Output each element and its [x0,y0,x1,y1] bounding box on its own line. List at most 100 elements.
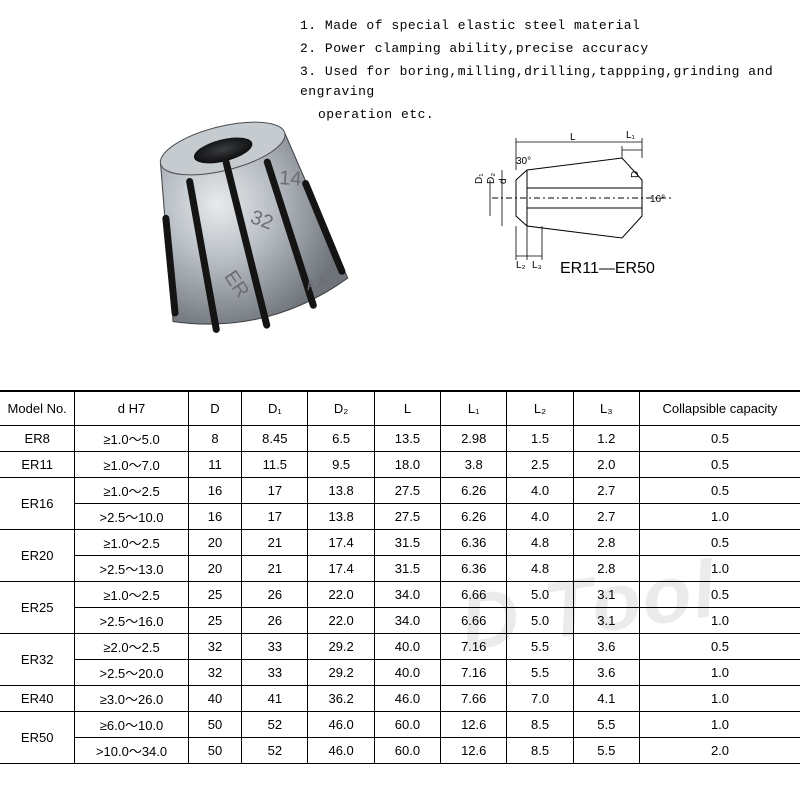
col-L3: L₃ [573,391,639,425]
cell: 50 [188,711,241,737]
cell: 33 [242,633,308,659]
cell: ≥3.0～26.0 [75,685,188,711]
cell: 5.0 [507,607,573,633]
cell: 6.26 [441,477,507,503]
cell: 2.7 [573,503,639,529]
cell: 7.66 [441,685,507,711]
cell: 2.5 [507,451,573,477]
feature-item: 3. Used for boring,milling,drilling,tapp… [300,62,780,104]
cell: 6.5 [308,425,374,451]
table-row: >2.5～13.0202117.431.56.364.82.81.0 [0,555,800,581]
cell: 5.0 [507,581,573,607]
table-row: ER32≥2.0～2.5323329.240.07.165.53.60.5 [0,633,800,659]
cell: 2.98 [441,425,507,451]
cell: 1.0 [639,607,800,633]
spec-table-container: Model No. d H7 D D₁ D₂ L L₁ L₂ L₃ Collap… [0,390,800,764]
cell: 12.6 [441,711,507,737]
cell: 2.8 [573,555,639,581]
cell: 12.6 [441,737,507,763]
table-row: ER50≥6.0～10.0505246.060.012.68.55.51.0 [0,711,800,737]
col-capacity: Collapsible capacity [639,391,800,425]
cell: 32 [188,633,241,659]
cell: 25 [188,607,241,633]
cell: 31.5 [374,555,440,581]
cell: 4.0 [507,477,573,503]
col-D: D [188,391,241,425]
cell: 1.0 [639,503,800,529]
cell: 3.6 [573,633,639,659]
cell: 41 [242,685,308,711]
cell: 40 [188,685,241,711]
dim-D2: D₂ [486,173,497,184]
cell: 1.0 [639,711,800,737]
cell: 7.0 [507,685,573,711]
cell: ≥2.0～2.5 [75,633,188,659]
cell: >2.5～10.0 [75,503,188,529]
product-photo: ER 32 14 A A [132,112,354,342]
cell: 52 [242,737,308,763]
cell: 32 [188,659,241,685]
dim-L1: L₁ [626,130,636,141]
cell: 3.1 [573,581,639,607]
cell: 4.8 [507,555,573,581]
cell: 13.8 [308,477,374,503]
cell: 46.0 [308,737,374,763]
cell: 21 [242,529,308,555]
cell: 22.0 [308,607,374,633]
table-header-row: Model No. d H7 D D₁ D₂ L L₁ L₂ L₃ Collap… [0,391,800,425]
dim-angle30: 30° [516,156,531,167]
cell: 11.5 [242,451,308,477]
cell: 2.7 [573,477,639,503]
feature-item: 2. Power clamping ability,precise accura… [300,39,780,60]
cell: 6.36 [441,529,507,555]
table-row: ER8≥1.0～5.088.456.513.52.981.51.20.5 [0,425,800,451]
cell: 16 [188,503,241,529]
cell: 2.0 [639,737,800,763]
marking-14: 14 [279,167,303,190]
col-L1: L₁ [441,391,507,425]
table-row: >2.5～10.0161713.827.56.264.02.71.0 [0,503,800,529]
cell: 4.1 [573,685,639,711]
cell: 17 [242,477,308,503]
cell: ≥1.0～2.5 [75,529,188,555]
cell: 3.1 [573,607,639,633]
dim-L3: L₃ [532,260,542,271]
cell: 40.0 [374,659,440,685]
cell: 9.5 [308,451,374,477]
cell: ≥6.0～10.0 [75,711,188,737]
col-L: L [374,391,440,425]
table-row: >2.5～20.0323329.240.07.165.53.61.0 [0,659,800,685]
cell: 3.8 [441,451,507,477]
cell: 1.0 [639,555,800,581]
cell: 29.2 [308,659,374,685]
table-row: ER20≥1.0～2.5202117.431.56.364.82.80.5 [0,529,800,555]
cell: ≥1.0～7.0 [75,451,188,477]
cell: 1.2 [573,425,639,451]
cell: 36.2 [308,685,374,711]
cell: 0.5 [639,477,800,503]
cell: 46.0 [308,711,374,737]
cell: 0.5 [639,581,800,607]
cell: 7.16 [441,659,507,685]
cell: 7.16 [441,633,507,659]
cell: 46.0 [374,685,440,711]
cell: ≥1.0～2.5 [75,477,188,503]
feature-item: 1. Made of special elastic steel materia… [300,16,780,37]
cell: 8.5 [507,737,573,763]
cell: 6.26 [441,503,507,529]
collet-illustration: ER 32 14 A A [132,112,354,342]
cell: 11 [188,451,241,477]
cell: >10.0～34.0 [75,737,188,763]
cell: 31.5 [374,529,440,555]
col-dh7: d H7 [75,391,188,425]
cell: 27.5 [374,503,440,529]
cell: 33 [242,659,308,685]
cell: 6.36 [441,555,507,581]
feature-item-cont: operation etc. [318,105,780,126]
cell: 2.8 [573,529,639,555]
cell: 52 [242,711,308,737]
cell: 1.5 [507,425,573,451]
cell: 20 [188,529,241,555]
cell: ≥1.0～5.0 [75,425,188,451]
table-row: >10.0～34.0505246.060.012.68.55.52.0 [0,737,800,763]
